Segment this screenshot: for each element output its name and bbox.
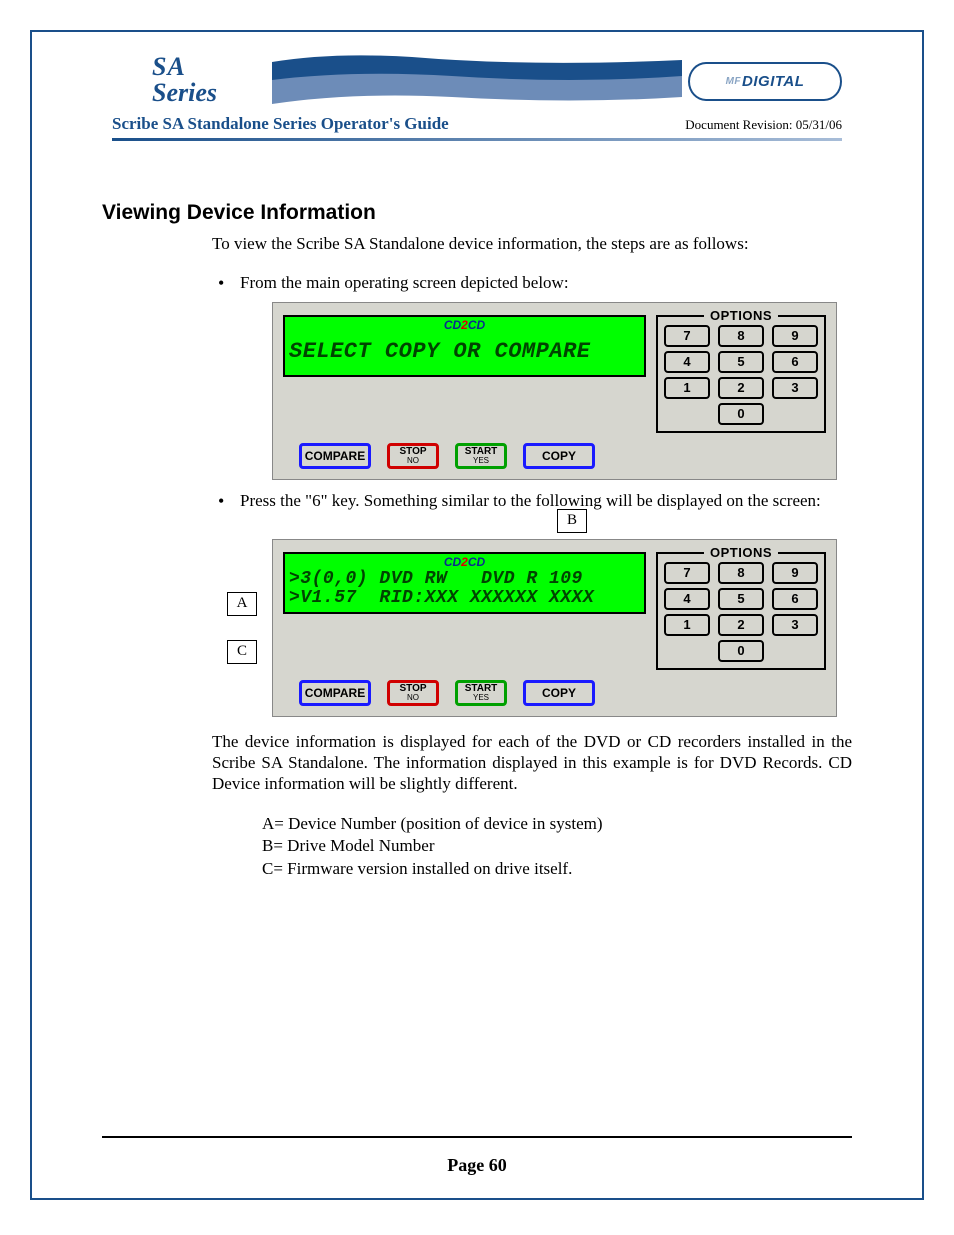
key-4b[interactable]: 4 <box>664 588 710 610</box>
keypad-1: 7 8 9 4 5 6 1 2 3 0 <box>664 325 818 425</box>
panel-1-row: CD2CD SELECT COPY OR COMPARE OPTIONS 7 8… <box>212 302 852 480</box>
lcd-screen-2: CD2CD >3(0,0) DVD RW DVD R 109 >V1.57 RI… <box>283 552 646 614</box>
explain-para: The device information is displayed for … <box>212 731 852 795</box>
key-1b[interactable]: 1 <box>664 614 710 636</box>
key-6[interactable]: 6 <box>772 351 818 373</box>
key-7b[interactable]: 7 <box>664 562 710 584</box>
copy-button-2[interactable]: COPY <box>523 680 595 706</box>
mf-prefix: MF <box>726 76 741 87</box>
brand-series: Series <box>152 78 217 107</box>
lcd-logo-2: CD2CD <box>289 556 640 568</box>
header-area: SA Series MFDIGITAL Scribe SA Standalone… <box>32 32 922 141</box>
device-panel-1: CD2CD SELECT COPY OR COMPARE OPTIONS 7 8… <box>272 302 837 480</box>
options-label-2: OPTIONS <box>704 545 778 560</box>
key-1[interactable]: 1 <box>664 377 710 399</box>
lcd-line1: >3(0,0) DVD RW DVD R 109 <box>289 570 640 589</box>
panel-2-row: B A C CD2CD >3(0,0) DVD RW DVD R 109 <box>212 539 852 717</box>
footer-rule <box>102 1136 852 1138</box>
key-8b[interactable]: 8 <box>718 562 764 584</box>
copy-button[interactable]: COPY <box>523 443 595 469</box>
key-5b[interactable]: 5 <box>718 588 764 610</box>
key-2[interactable]: 2 <box>718 377 764 399</box>
key-0[interactable]: 0 <box>718 403 764 425</box>
lcd-text-2: >3(0,0) DVD RW DVD R 109 >V1.57 RID:XXX … <box>289 569 640 609</box>
def-a: A= Device Number (position of device in … <box>262 813 852 836</box>
key-3[interactable]: 3 <box>772 377 818 399</box>
brand-sa: SA <box>152 52 186 81</box>
key-8[interactable]: 8 <box>718 325 764 347</box>
callout-column: A C <box>212 539 272 717</box>
page-number: Page 60 <box>32 1155 922 1176</box>
guide-title: Scribe SA Standalone Series Operator's G… <box>112 114 449 134</box>
lcd-text-1: SELECT COPY OR COMPARE <box>289 332 640 372</box>
compare-button[interactable]: COMPARE <box>299 443 371 469</box>
options-box-1: OPTIONS 7 8 9 4 5 6 1 2 3 <box>656 315 826 433</box>
key-0b[interactable]: 0 <box>718 640 764 662</box>
intro-para: To view the Scribe SA Standalone device … <box>212 233 852 254</box>
definitions: A= Device Number (position of device in … <box>262 813 852 882</box>
section-heading: Viewing Device Information <box>102 201 852 225</box>
callout-c: C <box>227 640 257 664</box>
mf-main: DIGITAL <box>742 73 804 90</box>
bullet-2: Press the "6" key. Something similar to … <box>212 490 852 511</box>
key-3b[interactable]: 3 <box>772 614 818 636</box>
device-panel-2: CD2CD >3(0,0) DVD RW DVD R 109 >V1.57 RI… <box>272 539 837 717</box>
swoosh-graphic <box>272 52 682 107</box>
key-9b[interactable]: 9 <box>772 562 818 584</box>
content-area: Viewing Device Information To view the S… <box>32 141 922 881</box>
compare-button-2[interactable]: COMPARE <box>299 680 371 706</box>
banner: SA Series MFDIGITAL <box>112 52 842 112</box>
start-button[interactable]: START YES <box>455 443 507 469</box>
callout-a: A <box>227 592 257 616</box>
page-border: SA Series MFDIGITAL Scribe SA Standalone… <box>30 30 924 1200</box>
key-9[interactable]: 9 <box>772 325 818 347</box>
stop-button[interactable]: STOP NO <box>387 443 439 469</box>
start-button-2[interactable]: START YES <box>455 680 507 706</box>
mf-digital-logo: MFDIGITAL <box>688 62 842 101</box>
key-2b[interactable]: 2 <box>718 614 764 636</box>
doc-revision: Document Revision: 05/31/06 <box>685 117 842 133</box>
brand-logo: SA Series <box>152 54 217 106</box>
key-6b[interactable]: 6 <box>772 588 818 610</box>
options-box-2: OPTIONS 7 8 9 4 5 6 1 2 3 <box>656 552 826 670</box>
lcd-line2: >V1.57 RID:XXX XXXXXX XXXX <box>289 589 640 608</box>
lcd-logo: CD2CD <box>289 319 640 331</box>
def-c: C= Firmware version installed on drive i… <box>262 858 852 881</box>
key-7[interactable]: 7 <box>664 325 710 347</box>
lcd-screen-1: CD2CD SELECT COPY OR COMPARE <box>283 315 646 377</box>
stop-button-2[interactable]: STOP NO <box>387 680 439 706</box>
options-label: OPTIONS <box>704 308 778 323</box>
sub-banner: Scribe SA Standalone Series Operator's G… <box>112 112 842 141</box>
bullet-1: From the main operating screen depicted … <box>212 272 852 293</box>
key-5[interactable]: 5 <box>718 351 764 373</box>
def-b: B= Drive Model Number <box>262 835 852 858</box>
callout-b: B <box>557 509 587 533</box>
key-4[interactable]: 4 <box>664 351 710 373</box>
keypad-2: 7 8 9 4 5 6 1 2 3 0 <box>664 562 818 662</box>
